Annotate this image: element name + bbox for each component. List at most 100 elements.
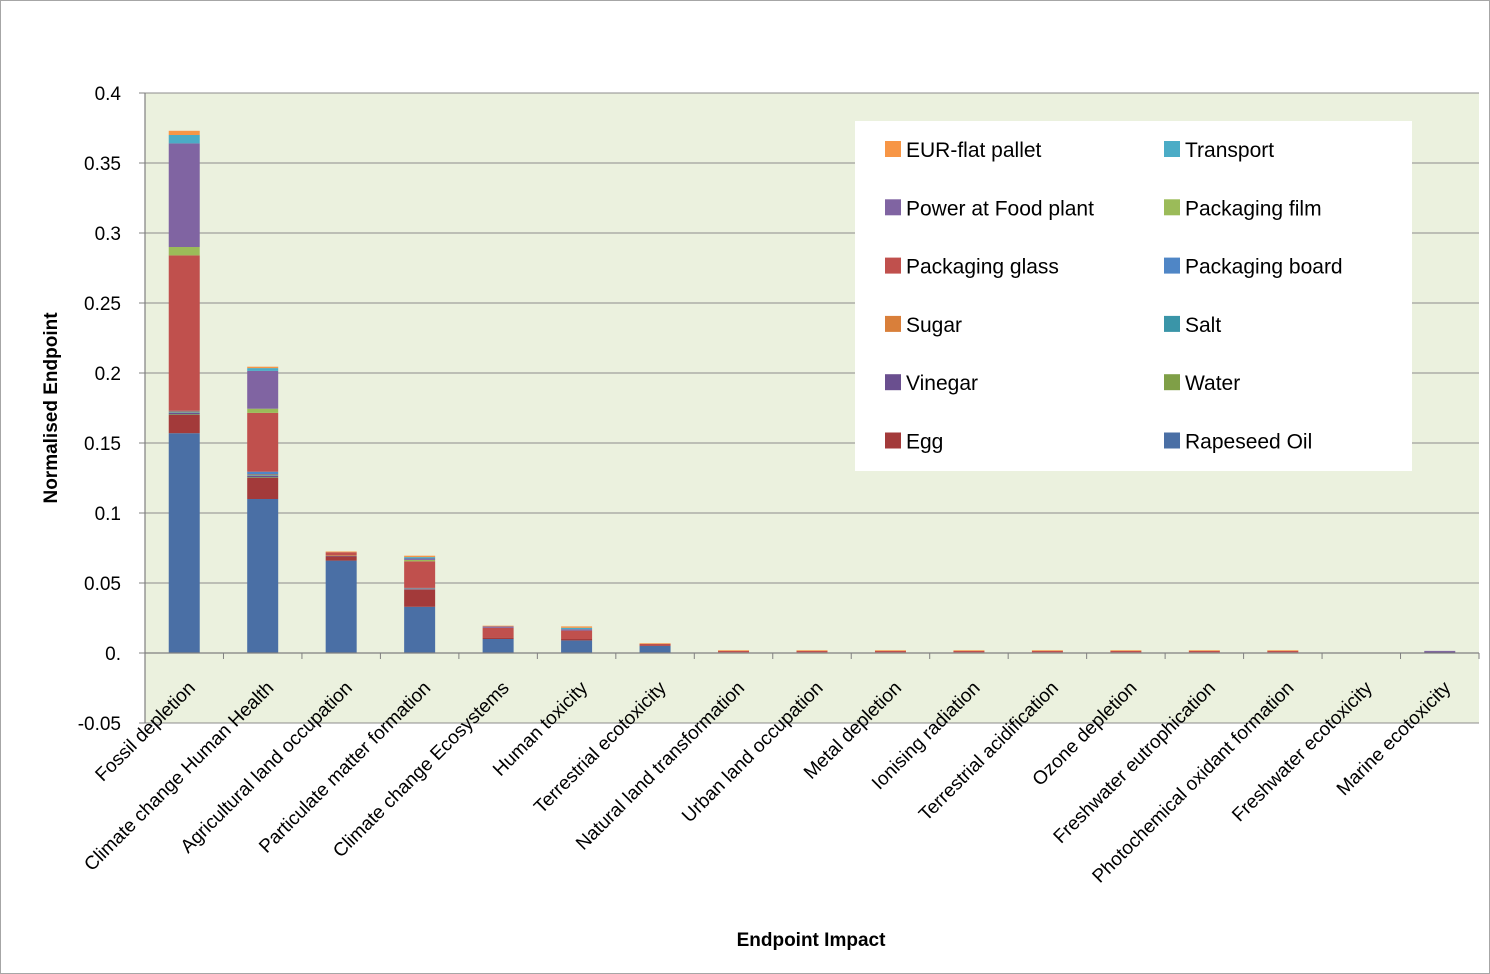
bar-segment [718,650,750,653]
bar-segment [168,130,200,135]
bar-segment [168,433,200,653]
bar-segment [168,143,200,247]
bar-segment [1188,650,1220,651]
y-tick-label: 0.15 [84,434,121,455]
legend-swatch [885,432,901,449]
bar-segment [561,639,593,641]
legend-swatch [1164,199,1180,216]
legend-label: Transport [1185,139,1274,162]
bar-segment [561,626,593,628]
bar-segment [639,645,671,646]
bars [168,130,1456,653]
bar-segment [168,412,200,413]
bar-segment [247,499,279,653]
bar-segment [168,410,200,412]
bar-segment [1267,650,1299,651]
y-tick-label: 0.05 [84,574,121,595]
bar-segment [247,475,279,476]
bar-segment [168,411,200,413]
legend-swatch [1164,315,1180,332]
bar-segment [404,587,436,589]
bar-segment [247,370,279,409]
y-tick-label: 0.1 [95,504,121,525]
bar-segment [325,560,357,653]
bar-segment [168,414,200,415]
bar-segment [404,588,436,590]
bar-segment [404,561,436,588]
bar-segment [718,650,750,651]
legend-label: Packaging film [1185,197,1322,220]
y-tick-label: 0.35 [84,154,121,175]
legend-label: Packaging glass [906,256,1059,279]
bar-segment [482,637,514,639]
bar-segment [247,474,279,476]
bar-segment [247,477,279,478]
legend-label: Power at Food plant [906,197,1094,220]
bar-segment [1424,651,1456,653]
bar-segment [404,590,436,607]
y-axis-ticks: 0.4 0.35 0.3 0.25 0.2 0.15 0.1 0.05 0. -0.05 [78,84,145,735]
bar-segment [639,646,671,653]
bar-segment [639,643,671,646]
legend-swatch [1164,257,1180,274]
axes [144,93,1479,723]
legend-swatch [885,374,901,391]
bar-segment [1031,650,1063,651]
bar-segment [874,650,906,653]
bar-segment [482,639,514,653]
y-tick-label: -0.05 [78,714,121,735]
bar-segment [247,471,279,475]
y-tick-label: 0.3 [95,224,121,245]
bar-segment [325,555,357,556]
bar-segment [325,556,357,561]
bar-segment [325,555,357,557]
bar-segment [639,643,671,644]
bar-segment [1031,650,1063,653]
bar-segment [168,412,200,415]
bar-segment [796,650,828,651]
bar-segment [874,650,906,651]
bar-segment [168,255,200,411]
legend-swatch [885,257,901,274]
y-axis-title: Normalised Endpoint [41,312,62,504]
x-axis-title: Endpoint Impact [737,930,887,951]
bar-segment [168,247,200,256]
bar-segment [796,650,828,653]
bar-segment [325,552,357,555]
legend-swatch [1164,141,1180,157]
y-tick-label: 0.2 [95,364,121,385]
legend-label: Vinegar [906,372,978,395]
bar-segment [404,557,436,559]
bar-segment [561,629,593,631]
bar-segment [953,650,985,651]
legend-box [855,121,1412,471]
bar-segment [1424,650,1456,652]
legend-label: Salt [1185,314,1221,337]
bar-segment [1110,650,1142,651]
y-tick-label: 0.25 [84,294,121,315]
legend-label: Packaging board [1185,256,1343,279]
bar-segment [168,415,200,434]
bar-segment [561,640,593,653]
bar-segment [325,551,357,553]
bar-segment [1110,650,1142,653]
bar-segment [1188,650,1220,653]
bar-segment [482,625,514,627]
bar-segment [561,627,593,630]
legend-swatch [885,141,901,157]
bar-segment [561,630,593,639]
legend-swatch [885,315,901,332]
legend-label: EUR-flat pallet [906,139,1042,162]
y-tick-label: 0.4 [95,84,122,105]
bar-segment [482,626,514,628]
bar-segment [404,589,436,590]
legend-label: Egg [906,431,943,454]
legend-label: Water [1185,372,1240,395]
bar-segment [404,606,436,653]
legend-swatch [1164,432,1180,449]
bar-segment [247,366,279,369]
bar-segment [247,475,279,478]
bar-segment [247,412,279,472]
bar-segment [404,559,436,562]
